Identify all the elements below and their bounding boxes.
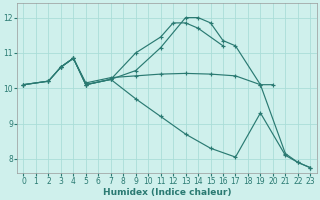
X-axis label: Humidex (Indice chaleur): Humidex (Indice chaleur): [103, 188, 231, 197]
